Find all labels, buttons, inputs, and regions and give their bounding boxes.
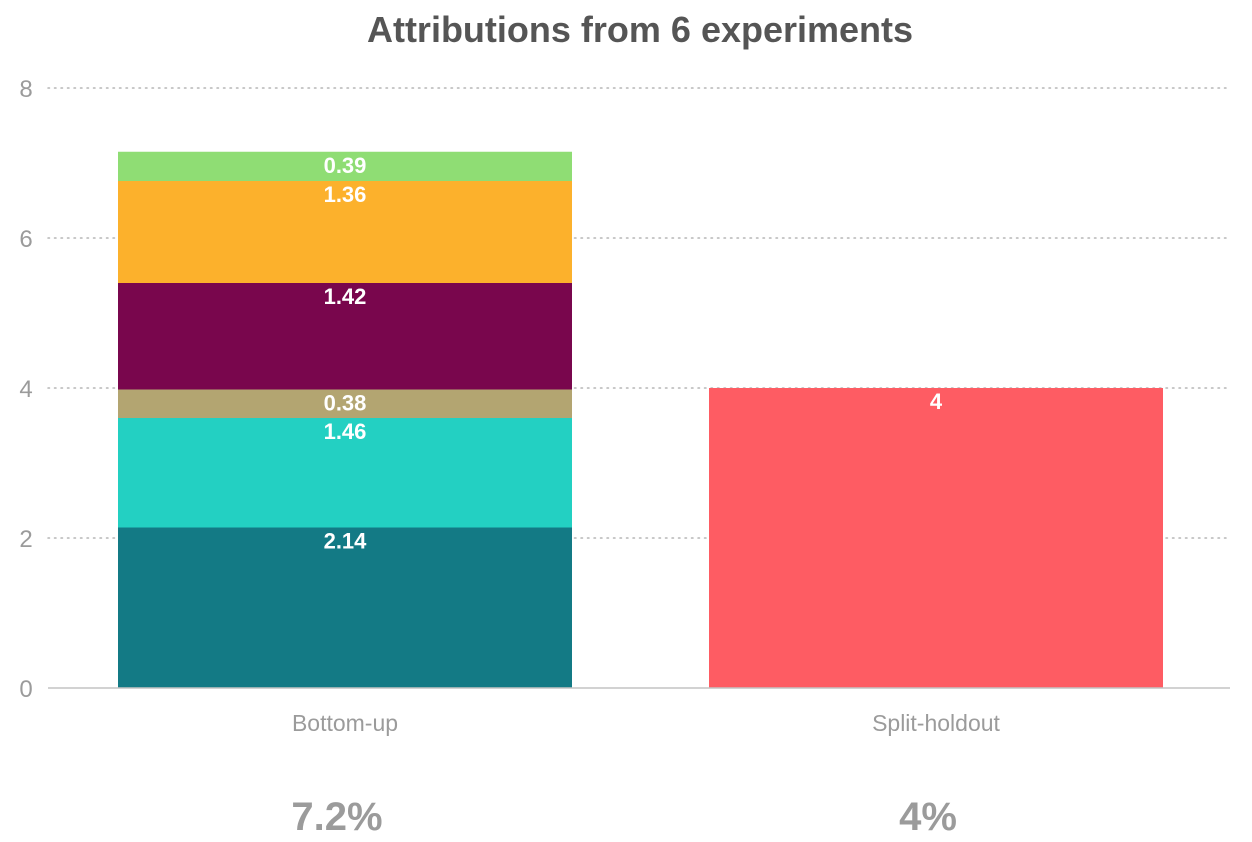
summary-values: 7.2% 4% bbox=[291, 795, 956, 839]
bar-segment bbox=[118, 151, 572, 181]
bar-segment bbox=[118, 418, 572, 528]
chart-title: Attributions from 6 experiments bbox=[367, 9, 913, 50]
x-tick-label: Bottom-up bbox=[292, 710, 398, 736]
y-tick-label: 0 bbox=[19, 676, 32, 703]
segment-value-label: 1.42 bbox=[324, 284, 367, 309]
x-tick-label: Split-holdout bbox=[872, 710, 1000, 736]
bars: 2.14 1.46 0.38 1.42 1.36 0.39 4 bbox=[118, 151, 1163, 688]
x-axis: Bottom-up Split-holdout bbox=[292, 710, 1001, 736]
y-tick-label: 6 bbox=[19, 226, 32, 253]
y-tick-label: 8 bbox=[19, 76, 32, 103]
segment-value-label: 1.36 bbox=[324, 182, 367, 207]
bar-segment bbox=[118, 283, 572, 390]
segment-value-label: 1.46 bbox=[324, 419, 367, 444]
y-tick-label: 4 bbox=[19, 376, 32, 403]
summary-value: 4% bbox=[899, 795, 957, 839]
bar-segment bbox=[118, 527, 572, 688]
segment-value-label: 0.39 bbox=[324, 153, 367, 178]
bar-bottom-up: 2.14 1.46 0.38 1.42 1.36 0.39 bbox=[118, 151, 572, 688]
bar-segment bbox=[709, 388, 1163, 688]
bar-segment bbox=[118, 181, 572, 283]
segment-value-label: 4 bbox=[930, 389, 943, 414]
y-tick-label: 2 bbox=[19, 526, 32, 553]
summary-value: 7.2% bbox=[291, 795, 382, 839]
bar-segment bbox=[118, 389, 572, 418]
y-axis: 0 2 4 6 8 bbox=[19, 76, 32, 703]
segment-value-label: 0.38 bbox=[324, 391, 367, 416]
bar-split-holdout: 4 bbox=[709, 388, 1163, 688]
segment-value-label: 2.14 bbox=[324, 529, 368, 554]
